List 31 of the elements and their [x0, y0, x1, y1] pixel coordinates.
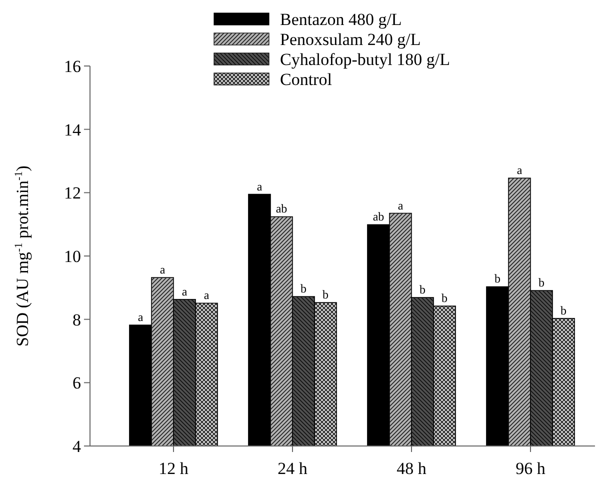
data-label: b: [560, 303, 567, 318]
x-tick-label: 12 h: [158, 459, 189, 478]
y-tick-label: 10: [64, 246, 81, 266]
data-label: b: [494, 272, 500, 286]
x-tick-label: 96 h: [516, 459, 546, 478]
y-tick-label: 12: [64, 184, 81, 203]
data-label: b: [442, 291, 448, 306]
data-label: b: [538, 276, 545, 290]
y-tick-label: 6: [72, 374, 81, 393]
y-tick-label: 16: [64, 56, 81, 76]
data-label: a: [138, 310, 144, 324]
legend-label: Penoxsulam 240 g/L: [280, 30, 421, 49]
data-label: ab: [372, 210, 384, 224]
data-label: ab: [276, 202, 288, 216]
data-label: b: [300, 282, 307, 296]
x-tick-label: 48 h: [396, 459, 427, 478]
data-label: a: [160, 262, 166, 277]
data-label: a: [182, 284, 188, 298]
legend-label: Cyhalofop-butyl 180 g/L: [280, 50, 450, 69]
data-label: a: [516, 163, 523, 178]
legend-label: Control: [280, 70, 332, 89]
data-label: b: [322, 288, 329, 302]
y-tick-label: 8: [72, 310, 81, 330]
y-tick-label: 14: [64, 120, 82, 140]
y-tick-label: 4: [72, 436, 82, 456]
data-label: a: [398, 198, 404, 212]
data-label: a: [204, 288, 210, 302]
x-tick-label: 24 h: [278, 459, 308, 478]
legend-label: Bentazon 480 g/L: [280, 10, 402, 29]
data-label: a: [256, 179, 263, 194]
data-label: b: [420, 282, 426, 296]
